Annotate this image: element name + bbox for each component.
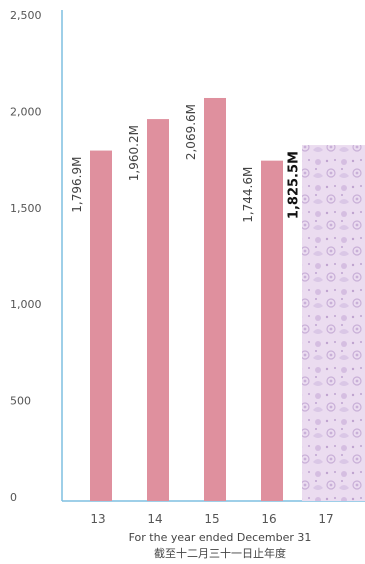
bars [90, 97, 365, 502]
x-axis-label: For the year ended December 31 [129, 531, 312, 544]
data-label-13: 1,796.9M [70, 157, 84, 213]
data-label-15: 2,069.6M [184, 104, 198, 160]
bar-14 [147, 119, 169, 502]
data-label-14: 1,960.2M [127, 125, 141, 181]
y-tick-label: 500 [10, 395, 31, 408]
x-tick-label: 17 [318, 512, 333, 526]
y-tick-label: 0 [10, 491, 17, 504]
bar-16 [261, 160, 283, 501]
y-tick-label: 1,500 [10, 202, 42, 215]
y-tick-label: 2,500 [10, 9, 42, 22]
data-label-16: 1,744.6M [241, 167, 255, 223]
data-label-17: 1,825.5M [287, 151, 302, 219]
x-tick-label: 13 [90, 512, 105, 526]
x-axis-ticks: 13 14 15 16 17 [90, 512, 333, 526]
y-tick-label: 2,000 [10, 105, 42, 118]
bar-17 [302, 145, 365, 502]
x-axis-label-zh: 截至十二月三十一日止年度 [154, 546, 286, 560]
x-tick-label: 15 [204, 512, 219, 526]
data-labels: 1,796.9M 1,960.2M 2,069.6M 1,744.6M 1,825.5M [70, 104, 302, 223]
bar-13 [90, 150, 112, 501]
x-tick-label: 16 [261, 512, 276, 526]
y-axis-ticks: 0 500 1,000 1,500 2,000 2,500 [10, 9, 42, 504]
y-tick-label: 1,000 [10, 298, 42, 311]
x-tick-label: 14 [147, 512, 162, 526]
bar-15 [204, 97, 226, 502]
